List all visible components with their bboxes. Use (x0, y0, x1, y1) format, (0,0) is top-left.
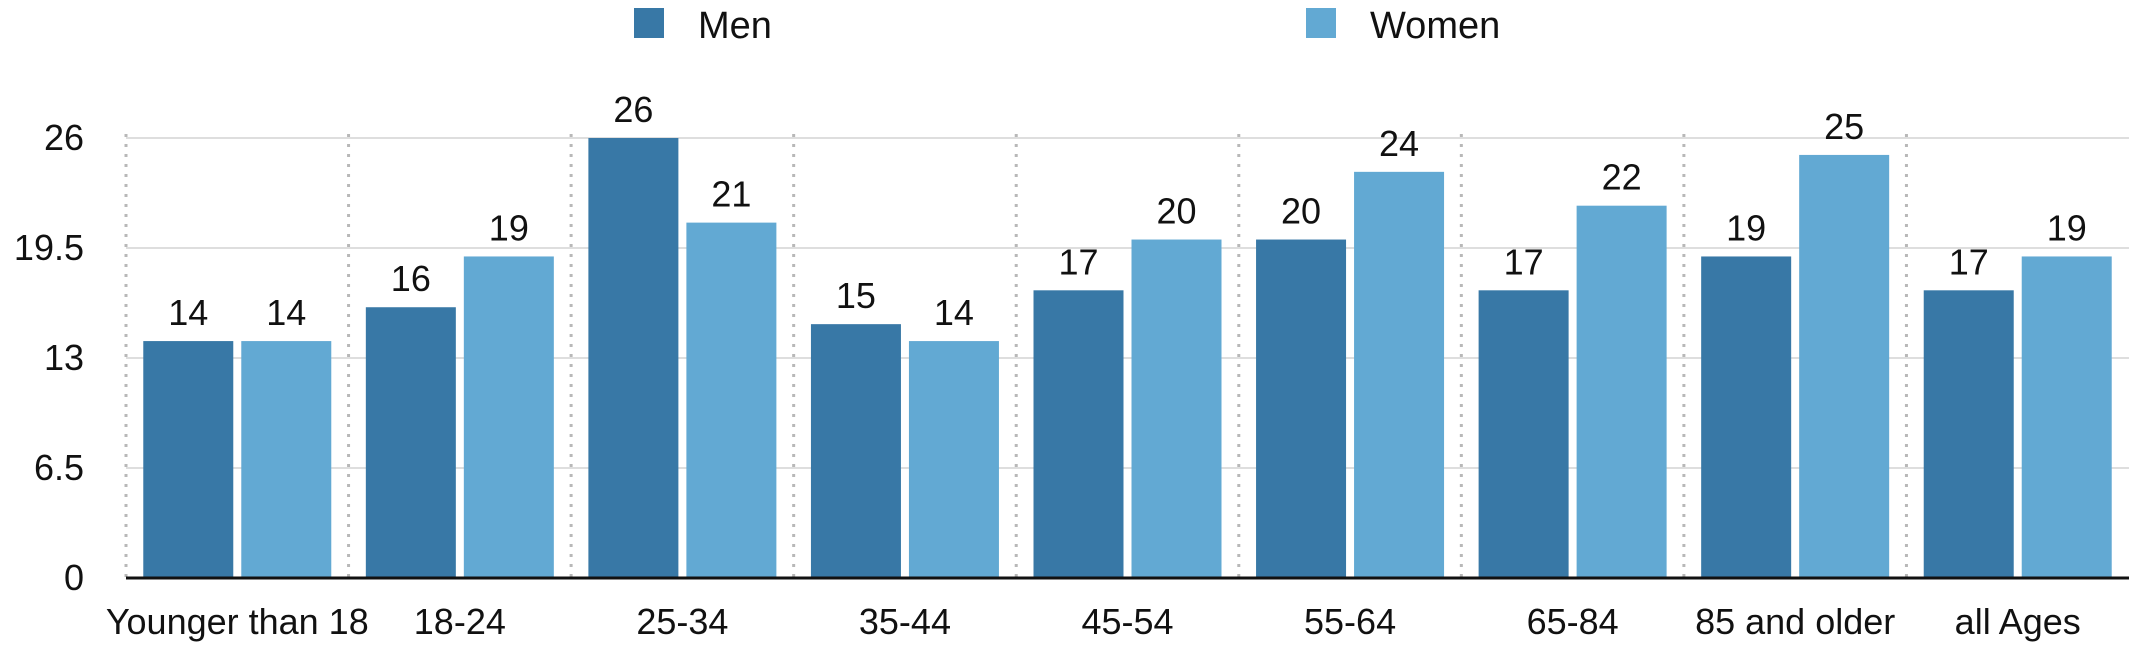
data-labels: 14 14 16 19 26 21 15 14 17 20 20 24 17 22 19 25 17 19 (168, 89, 2086, 333)
bar-women-0 (241, 341, 332, 578)
legend-swatch-men (634, 8, 664, 38)
legend-label-men: Men (698, 5, 772, 47)
bar-men-8 (1923, 290, 2014, 578)
data-label: 19 (489, 207, 529, 248)
data-label: 14 (934, 292, 974, 333)
data-label: 17 (1504, 241, 1544, 282)
bar-women-8 (2021, 256, 2112, 578)
bar-men-2 (588, 138, 679, 578)
data-label: 21 (711, 174, 751, 215)
data-label: 14 (168, 292, 208, 333)
data-label: 24 (1379, 123, 1419, 164)
bar-men-5 (1256, 239, 1347, 579)
x-tick-label: all Ages (1955, 601, 2081, 642)
bar-women-6 (1576, 205, 1667, 578)
y-tick-label: 6.5 (34, 447, 84, 488)
gridlines (124, 134, 2129, 578)
x-tick-label: 85 and older (1695, 601, 1895, 642)
bar-women-4 (1131, 239, 1222, 579)
data-label: 22 (1602, 157, 1642, 198)
bar-women-2 (686, 222, 777, 578)
bar-men-6 (1478, 290, 1569, 578)
bars (143, 138, 2112, 579)
x-tick-label: Younger than 18 (106, 601, 369, 642)
legend-label-women: Women (1370, 5, 1500, 47)
data-label: 15 (836, 275, 876, 316)
data-label: 20 (1281, 191, 1321, 232)
y-tick-label: 19.5 (14, 227, 84, 268)
bar-men-4 (1033, 290, 1124, 578)
data-label: 25 (1824, 106, 1864, 147)
bar-women-3 (908, 341, 999, 578)
bar-men-7 (1701, 256, 1792, 578)
data-label: 19 (2047, 207, 2087, 248)
data-label: 16 (391, 258, 431, 299)
data-label: 19 (1726, 207, 1766, 248)
data-label: 26 (613, 89, 653, 130)
bar-men-1 (365, 307, 456, 578)
y-axis: 0 6.5 13 19.5 26 (14, 117, 84, 598)
y-tick-label: 26 (44, 117, 84, 158)
x-tick-label: 55-64 (1304, 601, 1396, 642)
bar-women-1 (463, 256, 554, 578)
bar-women-7 (1799, 154, 1890, 578)
x-tick-label: 45-54 (1081, 601, 1173, 642)
data-label: 17 (1058, 241, 1098, 282)
x-tick-label: 25-34 (636, 601, 728, 642)
x-tick-label: 18-24 (414, 601, 506, 642)
x-tick-label: 35-44 (859, 601, 951, 642)
data-label: 20 (1156, 191, 1196, 232)
x-axis: Younger than 18 18-24 25-34 35-44 45-54 55-64… (106, 576, 2129, 642)
data-label: 14 (266, 292, 306, 333)
legend: Men Women (634, 5, 1500, 47)
bar-men-0 (143, 341, 234, 578)
bar-women-5 (1354, 171, 1445, 578)
data-label: 17 (1949, 241, 1989, 282)
y-tick-label: 0 (64, 557, 84, 598)
bar-men-3 (810, 324, 901, 578)
x-tick-label: 65-84 (1527, 601, 1619, 642)
y-tick-label: 13 (44, 337, 84, 378)
legend-swatch-women (1306, 8, 1336, 38)
